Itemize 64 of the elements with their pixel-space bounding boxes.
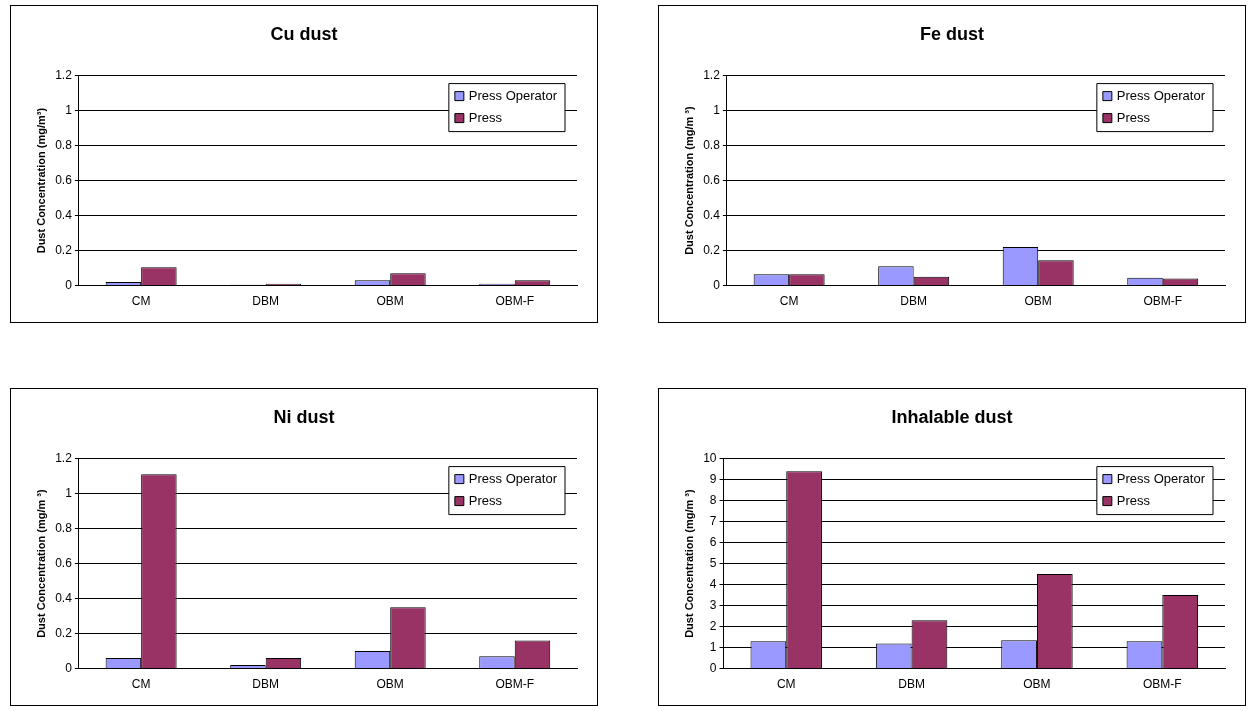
y-axis-title: Dust Concentration (mg/m ³): [682, 489, 695, 638]
legend-label: Press: [1116, 493, 1151, 509]
y-tick-label: 1: [65, 485, 73, 500]
y-tick-label: 5: [709, 555, 717, 570]
y-tick-label: 1: [709, 639, 717, 654]
y-tick-label: 2: [709, 618, 717, 633]
y-tick-label: 0: [713, 277, 721, 292]
y-tick-label: 9: [709, 471, 717, 486]
y-tick-label: 0.4: [703, 207, 721, 222]
x-tick-label: CM: [776, 677, 796, 692]
y-axis-title: Dust Concentration (mg/m ³): [34, 489, 47, 638]
y-axis-title: Dust Concentration (mg/m³): [34, 107, 47, 254]
y-tick-label: 0: [65, 660, 73, 675]
legend-label: Press Operator: [1116, 471, 1206, 487]
y-tick-label: 6: [709, 534, 717, 549]
chart-title: Ni dust: [273, 406, 335, 427]
y-tick-label: 0.8: [703, 137, 721, 152]
legend-label: Press Operator: [1116, 88, 1206, 104]
x-tick-label: CM: [131, 294, 151, 309]
y-tick-label: 0.2: [55, 625, 73, 640]
y-tick-label: 0.8: [55, 520, 73, 535]
y-tick-label: 7: [709, 513, 717, 528]
x-tick-label: OBM: [1024, 294, 1052, 309]
x-tick-label: CM: [779, 294, 799, 309]
y-tick-label: 1.2: [703, 67, 721, 82]
y-tick-label: 4: [709, 576, 717, 591]
y-tick-label: 0.4: [55, 207, 73, 222]
x-tick-label: OBM: [376, 294, 404, 309]
y-tick-label: 1.2: [55, 67, 73, 82]
y-tick-label: 3: [709, 597, 717, 612]
x-tick-label: DBM: [898, 677, 925, 692]
x-tick-label: OBM-F: [1142, 677, 1182, 692]
y-tick-label: 0.6: [55, 172, 73, 187]
x-tick-label: DBM: [252, 677, 280, 692]
chart-title: Inhalable dust: [891, 406, 1013, 427]
y-tick-label: 0.2: [703, 242, 721, 257]
x-tick-label: OBM-F: [495, 677, 535, 692]
x-tick-label: OBM-F: [1143, 294, 1183, 309]
x-tick-label: OBM: [376, 677, 404, 692]
y-tick-label: 1: [713, 102, 721, 117]
y-axis-title: Dust Concentration (mg/m ³): [682, 106, 695, 255]
legend-label: Press: [468, 493, 503, 509]
legend-label: Press: [468, 110, 503, 126]
y-tick-label: 0.8: [55, 137, 73, 152]
y-tick-label: 0: [709, 660, 717, 675]
x-tick-label: DBM: [900, 294, 928, 309]
legend-label: Press Operator: [468, 88, 558, 104]
y-tick-label: 0.4: [55, 590, 73, 605]
chart-title: Cu dust: [270, 23, 338, 44]
y-tick-label: 0.6: [55, 555, 73, 570]
y-tick-label: 0: [65, 277, 73, 292]
legend-label: Press: [1116, 110, 1151, 126]
y-tick-label: 1: [65, 102, 73, 117]
y-tick-label: 0.2: [55, 242, 73, 257]
legend-label: Press Operator: [468, 471, 558, 487]
chart-title: Fe dust: [919, 23, 985, 44]
x-tick-label: OBM-F: [495, 294, 535, 309]
x-tick-label: OBM: [1023, 677, 1051, 692]
x-tick-label: CM: [131, 677, 151, 692]
y-tick-label: 8: [709, 492, 717, 507]
y-tick-label: 0.6: [703, 172, 721, 187]
x-tick-label: DBM: [252, 294, 280, 309]
y-tick-label: 1.2: [55, 450, 73, 465]
y-tick-label: 10: [703, 450, 717, 465]
